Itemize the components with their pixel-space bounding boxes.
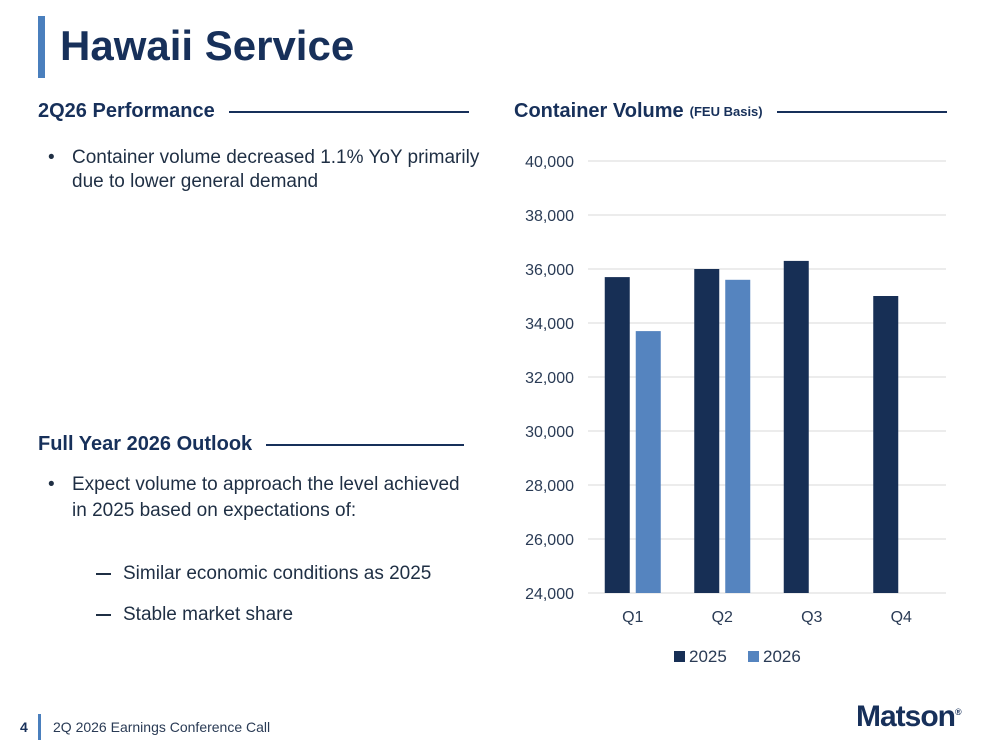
logo-text: Matson [856, 700, 956, 733]
legend-swatch-2026 [748, 651, 759, 662]
bar-2025-q4 [873, 296, 899, 593]
outlook-sub-item-text: Similar economic conditions as 2025 [123, 563, 432, 584]
legend-label-2026: 2026 [763, 647, 801, 666]
outlook-sub-item: Stable market share [96, 604, 293, 626]
performance-bullets: Container volume decreased 1.1% YoY prim… [44, 146, 484, 194]
page-number: 4 [20, 719, 28, 735]
legend-swatch-2025 [674, 651, 685, 662]
y-tick-label: 28,000 [525, 478, 574, 495]
outlook-sub-item-text: Stable market share [123, 604, 294, 625]
page-title: Hawaii Service [60, 22, 355, 69]
outlook-heading-rule [266, 443, 465, 446]
performance-heading-text: 2Q26 Performance [38, 100, 215, 122]
outlook-sub-item: Similar economic conditions as 2025 [96, 563, 431, 585]
performance-bullet: Container volume decreased 1.1% YoY prim… [44, 146, 484, 194]
performance-heading-rule [228, 110, 469, 113]
dash-mark [96, 573, 111, 575]
title-accent-bar [38, 16, 45, 78]
y-tick-label: 30,000 [525, 424, 574, 441]
container-volume-chart: 24,000 26,000 28,000 30,000 32,000 34,000 36,0… [525, 154, 946, 666]
y-tick-label: 32,000 [525, 370, 574, 387]
bar-2026-q1 [635, 331, 661, 593]
chart-heading: Container Volume (FEU Basis) [514, 100, 947, 123]
chart-heading-title: Container Volume [514, 100, 684, 122]
matson-logo: Matson® [856, 700, 962, 734]
performance-heading: 2Q26 Performance [38, 100, 469, 123]
chart-heading-subtitle: (FEU Basis) [689, 104, 763, 119]
outlook-heading: Full Year 2026 Outlook [38, 433, 465, 456]
y-tick-label: 40,000 [525, 154, 574, 171]
bar-2026-q2 [725, 279, 751, 593]
y-tick-label: 38,000 [525, 208, 574, 225]
logo-registered-mark: ® [955, 707, 962, 717]
y-tick-label: 24,000 [525, 586, 574, 603]
dash-mark [96, 614, 111, 616]
outlook-bullets: Expect volume to approach the level achi… [44, 472, 464, 524]
x-tick-label: Q4 [891, 609, 912, 626]
outlook-bullet: Expect volume to approach the level achi… [44, 472, 464, 524]
footer-text: 2Q 2026 Earnings Conference Call [53, 719, 271, 735]
legend-label-2025: 2025 [689, 647, 727, 666]
chart-heading-rule [776, 110, 947, 113]
y-tick-label: 36,000 [525, 262, 574, 279]
footer-accent-bar [38, 714, 41, 740]
x-tick-label: Q3 [801, 609, 822, 626]
y-tick-label: 34,000 [525, 316, 574, 333]
bar-2025-q3 [783, 260, 809, 593]
x-tick-label: Q1 [622, 609, 643, 626]
bar-2025-q1 [604, 277, 630, 593]
x-tick-label: Q2 [712, 609, 733, 626]
bar-2025-q2 [694, 269, 720, 593]
y-tick-label: 26,000 [525, 532, 574, 549]
outlook-heading-text: Full Year 2026 Outlook [38, 433, 253, 455]
